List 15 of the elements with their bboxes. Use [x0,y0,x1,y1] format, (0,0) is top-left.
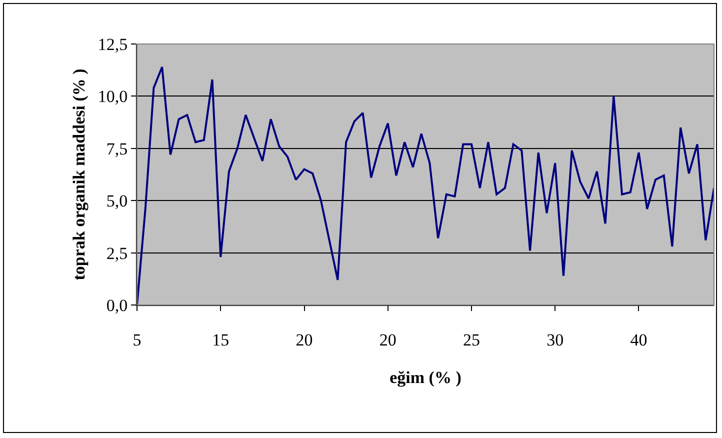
x-tick-label: 20 [296,330,313,350]
y-axis-title: toprak organik maddesi (% ) [69,68,88,280]
y-tick-label: 7,5 [106,139,128,158]
x-tick-label: 30 [546,330,564,350]
y-tick-label: 12,5 [98,34,128,54]
x-axis-title: eğim (% ) [390,368,462,387]
x-tick-label: 15 [212,330,230,350]
y-tick-label: 10,0 [98,87,128,106]
x-tick-label: 25 [462,330,480,350]
y-tick-label: 2,5 [106,244,128,263]
x-tick-label: 40 [630,330,648,350]
y-tick-label: 0,0 [106,296,128,315]
x-tick-label: 20 [379,330,396,350]
y-tick-label: 5,0 [106,192,128,211]
x-tick-label: 5 [132,330,142,350]
